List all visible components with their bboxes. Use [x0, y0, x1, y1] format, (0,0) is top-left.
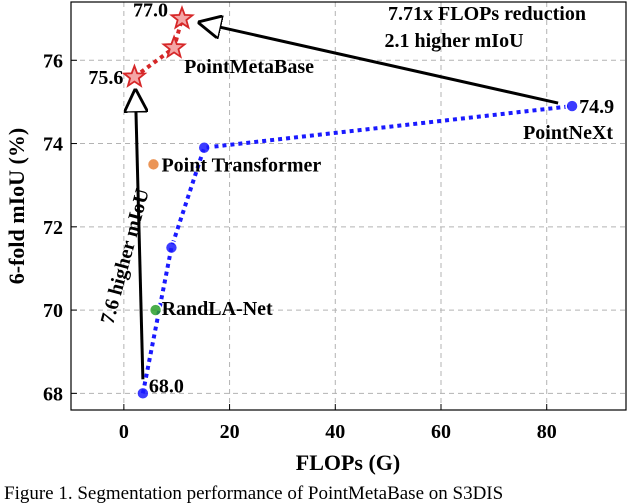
annotation-flops-reduction: 7.71x FLOPs reduction — [388, 3, 586, 25]
y-axis-ticks: 68 70 72 74 76 — [43, 50, 77, 405]
value-label-68-0: 68.0 — [149, 375, 184, 397]
circle-marker-randla-net — [148, 303, 163, 317]
y-axis-title: 6-fold mIoU (%) — [4, 128, 29, 284]
arrow-higher-miou — [135, 91, 142, 380]
series-label-point-transformer: Point Transformer — [161, 154, 321, 176]
figure-caption: Figure 1. Segmentation performance of Po… — [4, 483, 503, 503]
y-tick-label: 74 — [43, 134, 63, 156]
annotation-higher-miou-left: 7.6 higher mIoU — [97, 186, 154, 326]
circle-marker-point-transformer — [146, 157, 161, 172]
circle-marker-pointnext — [197, 140, 211, 155]
star-marker-pointmetabase — [121, 63, 148, 88]
annotation-higher-miou-top: 2.1 higher mIoU — [384, 30, 523, 52]
y-tick-label: 68 — [43, 383, 63, 405]
x-tick-label: 80 — [537, 421, 557, 443]
star-marker-pointmetabase — [161, 34, 187, 59]
value-label-77-0: 77.0 — [133, 0, 168, 22]
y-tick-label: 72 — [43, 217, 63, 239]
x-axis-title: FLOPs (G) — [296, 450, 401, 475]
series-markers — [121, 5, 579, 401]
star-marker-pointmetabase — [169, 5, 195, 30]
value-label-75-6: 75.6 — [88, 67, 123, 89]
x-axis-ticks: 0 20 40 60 80 — [119, 404, 557, 443]
series-label-pointmetabase: PointMetaBase — [184, 56, 314, 78]
value-label-74-9: 74.9 — [579, 96, 614, 118]
series-label-pointnext: PointNeXt — [523, 122, 613, 144]
x-tick-label: 60 — [431, 421, 451, 443]
circle-marker-pointnext — [565, 99, 579, 113]
x-tick-label: 40 — [325, 421, 345, 443]
circle-marker-pointnext — [136, 386, 150, 401]
series-label-randla-net: RandLA-Net — [162, 298, 273, 320]
series-line-pointnext — [140, 104, 573, 394]
circle-marker-pointnext — [164, 240, 179, 255]
y-tick-label: 76 — [43, 50, 63, 72]
y-tick-label: 70 — [43, 300, 63, 322]
arrow-flops-reduction — [200, 23, 559, 105]
annotation-arrows — [135, 23, 559, 380]
grid — [71, 2, 626, 410]
x-tick-label: 0 — [119, 421, 129, 443]
plot-frame — [70, 1, 627, 411]
x-tick-label: 20 — [220, 421, 240, 443]
point-labels: 77.0 75.6 PointMetaBase 74.9 PointNeXt Point … — [88, 0, 614, 397]
